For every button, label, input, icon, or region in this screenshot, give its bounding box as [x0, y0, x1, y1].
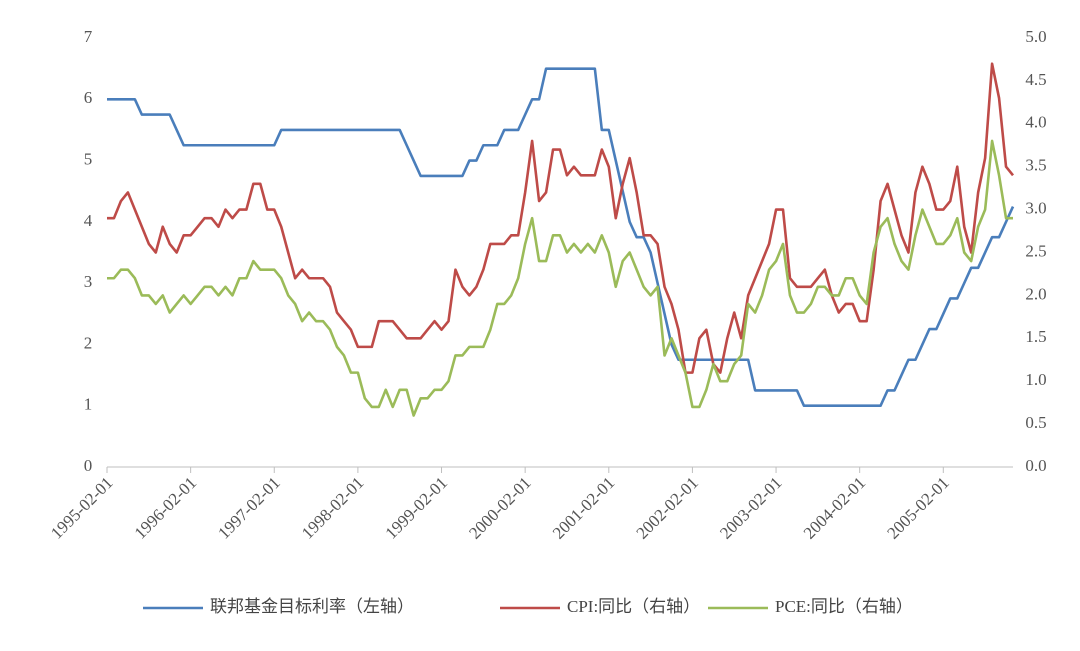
y-tick-label: 5 [84, 149, 93, 168]
y-tick-label: 3 [84, 272, 93, 291]
y2-tick-label: 0.0 [1025, 456, 1046, 475]
x-tick-label: 1998-02-01 [298, 473, 368, 543]
x-tick-label: 1996-02-01 [131, 473, 201, 543]
legend-label: CPI:同比（右轴） [567, 597, 700, 616]
y2-tick-label: 4.5 [1025, 70, 1046, 89]
x-tick-label: 2001-02-01 [549, 473, 619, 543]
series-line [107, 62, 1015, 374]
x-tick-label: 2003-02-01 [716, 473, 786, 543]
x-tick-label: 1995-02-01 [47, 473, 117, 543]
y-tick-label: 6 [84, 88, 93, 107]
y2-tick-label: 3.0 [1025, 199, 1046, 218]
y-tick-label: 0 [84, 456, 93, 475]
legend-label: 联邦基金目标利率（左轴） [210, 597, 414, 616]
series-line [107, 67, 1015, 408]
y-tick-label: 1 [84, 395, 93, 414]
x-tick-label: 2005-02-01 [883, 473, 953, 543]
y2-tick-label: 2.0 [1025, 284, 1046, 303]
y2-tick-label: 1.5 [1025, 327, 1046, 346]
y-tick-label: 2 [84, 333, 93, 352]
legend-label: PCE:同比（右轴） [775, 597, 913, 616]
y2-tick-label: 1.0 [1025, 370, 1046, 389]
y2-tick-label: 2.5 [1025, 241, 1046, 260]
legend: 联邦基金目标利率（左轴） CPI:同比（右轴） PCE:同比（右轴） [143, 597, 913, 616]
x-tick-label: 1999-02-01 [382, 473, 452, 543]
y-tick-label: 7 [84, 27, 93, 46]
x-tick-label: 2002-02-01 [632, 473, 702, 543]
series-line [107, 139, 1013, 417]
y2-tick-label: 4.0 [1025, 113, 1046, 132]
x-tick-label: 2004-02-01 [800, 473, 870, 543]
y2-tick-label: 0.5 [1025, 413, 1046, 432]
y2-tick-label: 5.0 [1025, 27, 1046, 46]
x-tick-label: 1997-02-01 [214, 473, 284, 543]
y-tick-label: 4 [84, 211, 93, 230]
x-tick-label: 2000-02-01 [465, 473, 535, 543]
y2-tick-label: 3.5 [1025, 156, 1046, 175]
